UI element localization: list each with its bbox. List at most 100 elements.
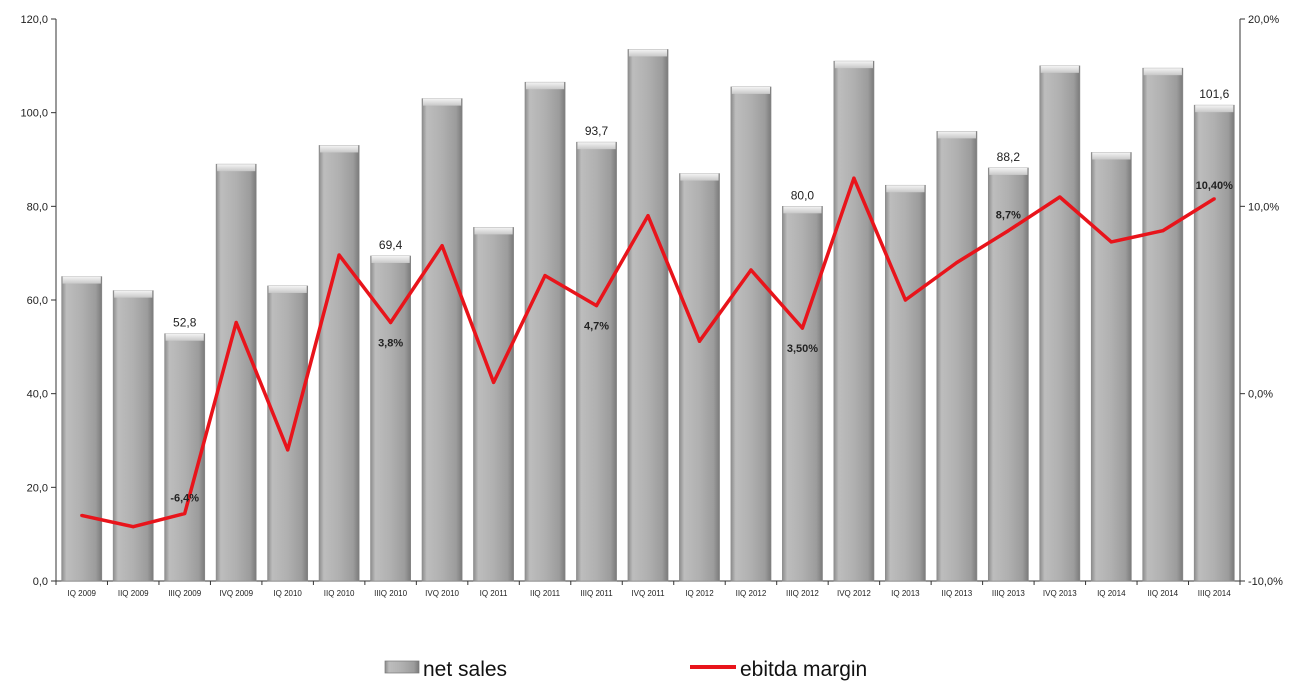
x-tick-label: IQ 2014: [1097, 589, 1126, 598]
bar-data-label: 101,6: [1199, 87, 1229, 101]
line-point: [1109, 240, 1113, 244]
bar-cap: [114, 290, 153, 298]
x-tick-label: IIQ 2011: [530, 589, 561, 598]
bar-net-sales: [730, 86, 772, 582]
right-tick-label: 10,0%: [1248, 201, 1279, 213]
bar-data-label: 93,7: [585, 124, 609, 138]
bar-cap: [577, 142, 616, 150]
line-data-label: 8,7%: [996, 210, 1021, 222]
line-point: [903, 298, 907, 302]
line-point: [852, 176, 856, 180]
line-point: [80, 513, 84, 518]
x-tick-label: IQ 2013: [891, 589, 920, 598]
line-data-label: -6,4%: [170, 493, 199, 505]
bar-net-sales: [1090, 152, 1132, 582]
x-tick-label: IQ 2009: [68, 589, 97, 598]
line-point: [234, 320, 238, 325]
bar-data-label: 88,2: [997, 150, 1021, 164]
bar-net-sales: [112, 290, 154, 582]
bar-cap: [628, 49, 668, 57]
bar-net-sales: [679, 173, 720, 582]
bar-net-sales: [1142, 67, 1184, 582]
line-point: [183, 511, 187, 516]
bar-net-sales: [987, 167, 1029, 582]
legend-label-ebitda-margin: ebitda margin: [740, 658, 867, 681]
bar-data-label: 52,8: [173, 316, 197, 330]
line-point: [491, 380, 496, 385]
bar-net-sales: [1039, 65, 1081, 582]
bar-cap: [1143, 68, 1182, 76]
left-tick-label: 0,0: [33, 576, 48, 588]
x-tick-label: IIQ 2012: [736, 589, 767, 598]
bar-net-sales: [473, 227, 514, 582]
line-point: [1161, 229, 1165, 233]
line-data-label: 4,7%: [584, 321, 609, 333]
x-tick-label: IIIQ 2010: [374, 589, 407, 598]
bar-net-sales: [61, 276, 103, 582]
x-tick-label: IVQ 2011: [631, 589, 665, 598]
x-tick-label: IIIQ 2012: [786, 589, 819, 598]
x-tick-label: IVQ 2012: [837, 589, 871, 598]
line-point: [286, 448, 290, 452]
bar-cap: [423, 98, 462, 106]
line-point: [955, 260, 959, 265]
legend: net sales ebitda margin: [384, 658, 867, 681]
bar-net-sales: [782, 206, 823, 582]
right-tick-label: -10,0%: [1248, 576, 1283, 588]
bar-cap: [165, 333, 204, 341]
bar-net-sales: [576, 141, 617, 582]
left-tick-label: 20,0: [27, 482, 48, 494]
legend-swatch-net-sales: [384, 660, 420, 674]
x-tick-label: IIQ 2010: [324, 589, 355, 598]
bar-cap: [783, 206, 822, 214]
left-tick-label: 80,0: [27, 201, 48, 213]
bar-net-sales: [627, 49, 669, 582]
legend-label-net-sales: net sales: [423, 658, 507, 681]
bar-cap: [1092, 152, 1131, 160]
line-point: [389, 320, 393, 325]
bar-cap: [217, 164, 256, 172]
bar-cap: [320, 145, 359, 153]
right-tick-label: 20,0%: [1248, 14, 1279, 26]
bar-net-sales: [885, 184, 926, 582]
line-point: [440, 244, 444, 248]
line-point: [1006, 229, 1010, 233]
bar-net-sales: [421, 98, 463, 582]
bar-cap: [62, 276, 101, 284]
x-tick-label: IIIQ 2009: [168, 589, 201, 598]
left-tick-label: 60,0: [27, 295, 48, 307]
bar-net-sales: [524, 81, 566, 582]
left-tick-label: 120,0: [20, 14, 48, 26]
x-tick-label: IVQ 2010: [425, 589, 459, 598]
x-tick-label: IIIQ 2011: [580, 589, 613, 598]
bar-cap: [474, 227, 513, 235]
x-tick-label: IIIQ 2013: [992, 589, 1025, 598]
bar-cap: [886, 185, 925, 193]
right-tick-label: 0,0%: [1248, 389, 1273, 401]
bar-cap: [680, 173, 719, 181]
bar-net-sales: [1193, 104, 1235, 582]
x-tick-label: IQ 2011: [480, 589, 508, 598]
x-tick-label: IVQ 2009: [219, 589, 253, 598]
bar-cap: [268, 285, 307, 293]
x-tick-label: IQ 2012: [685, 589, 714, 598]
x-tick-label: IQ 2010: [273, 589, 302, 598]
bar-data-label: 69,4: [379, 238, 403, 252]
bar-cap: [731, 86, 771, 94]
bar-cap: [1040, 65, 1079, 73]
left-tick-label: 100,0: [20, 108, 48, 120]
bar-cap: [834, 61, 873, 69]
bar-data-label: 80,0: [791, 188, 815, 202]
line-data-label: 3,8%: [378, 337, 403, 349]
x-tick-label: IIQ 2014: [1147, 589, 1178, 598]
line-point: [749, 268, 753, 272]
line-point: [1058, 195, 1062, 199]
x-tick-label: IIIQ 2014: [1198, 589, 1231, 598]
line-point: [800, 326, 805, 330]
bar-cap: [1195, 105, 1234, 113]
x-tick-label: IIQ 2009: [118, 589, 149, 598]
line-point: [543, 274, 547, 278]
line-data-label: 10,40%: [1196, 180, 1234, 192]
left-tick-label: 40,0: [27, 389, 48, 401]
